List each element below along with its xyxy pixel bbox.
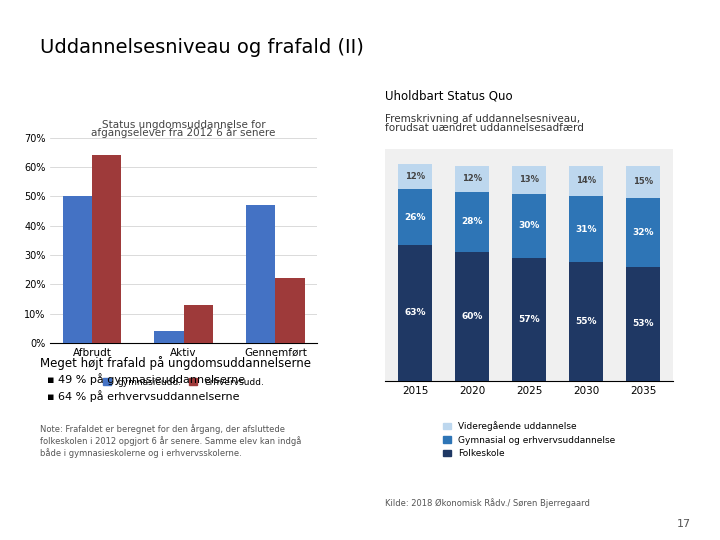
Bar	[455, 192, 490, 252]
Text: 28%: 28%	[462, 217, 483, 226]
Text: 13%: 13%	[519, 175, 539, 184]
Bar	[626, 198, 660, 267]
Text: Status ungdomsuddannelse for: Status ungdomsuddannelse for	[102, 119, 266, 130]
Bar	[569, 196, 603, 262]
Bar	[154, 331, 184, 343]
Legend: gymnasieudd., erhvervsudd.: gymnasieudd., erhvervsudd.	[99, 374, 268, 390]
Bar	[275, 279, 305, 343]
Text: folkeskolen i 2012 opgjort 6 år senere. Samme elev kan indgå: folkeskolen i 2012 opgjort 6 år senere. …	[40, 436, 301, 446]
Bar	[455, 252, 490, 381]
Text: Meget højt frafald på ungdomsuddannelserne: Meget højt frafald på ungdomsuddannelser…	[40, 356, 310, 370]
Text: Uholdbart Status Quo: Uholdbart Status Quo	[385, 90, 513, 103]
Text: 32%: 32%	[632, 228, 654, 237]
Text: afgangselever fra 2012 6 år senere: afgangselever fra 2012 6 år senere	[91, 126, 276, 138]
Text: 55%: 55%	[575, 317, 597, 326]
Text: 30%: 30%	[518, 221, 540, 231]
Text: Note: Frafaldet er beregnet for den årgang, der afsluttede: Note: Frafaldet er beregnet for den årga…	[40, 424, 284, 434]
Text: 26%: 26%	[405, 213, 426, 222]
Bar	[626, 267, 660, 381]
Text: både i gymnasieskolerne og i erhvervsskolerne.: både i gymnasieskolerne og i erhvervssko…	[40, 448, 241, 457]
Bar	[455, 166, 490, 192]
Text: 17: 17	[677, 519, 691, 529]
Text: ▪ 64 % på erhvervsuddannelserne: ▪ 64 % på erhvervsuddannelserne	[47, 390, 239, 402]
Text: 57%: 57%	[518, 315, 540, 324]
Text: Kilde: 2018 Økonomisk Rådv./ Søren Bjerregaard: Kilde: 2018 Økonomisk Rådv./ Søren Bjerr…	[385, 498, 590, 508]
Bar	[512, 258, 546, 381]
Bar	[512, 194, 546, 258]
Text: 60%: 60%	[462, 312, 483, 321]
Bar	[569, 262, 603, 381]
Text: Uddannelsesniveau og frafald (II): Uddannelsesniveau og frafald (II)	[40, 38, 364, 57]
Bar	[184, 305, 213, 343]
Text: 12%: 12%	[462, 174, 482, 183]
Text: 31%: 31%	[575, 225, 597, 234]
Text: 12%: 12%	[405, 172, 426, 181]
Text: 15%: 15%	[633, 177, 653, 186]
Text: 53%: 53%	[632, 319, 654, 328]
Bar	[569, 166, 603, 196]
Bar	[626, 166, 660, 198]
Text: ▪ 49 % på gymnasieuddannelserne: ▪ 49 % på gymnasieuddannelserne	[47, 373, 245, 384]
Text: 14%: 14%	[576, 176, 596, 185]
Legend: Videregående uddannelse, Gymnasial og erhvervsuddannelse, Folkeskole: Videregående uddannelse, Gymnasial og er…	[439, 418, 619, 462]
Bar	[92, 156, 121, 343]
Text: 63%: 63%	[405, 308, 426, 318]
Text: forudsat uændret uddannelsesadfærd: forudsat uændret uddannelsesadfærd	[385, 123, 584, 133]
Bar	[398, 164, 433, 190]
Bar	[63, 197, 92, 343]
Bar	[398, 190, 433, 245]
Text: Fremskrivning af uddannelsesniveau,: Fremskrivning af uddannelsesniveau,	[385, 114, 580, 124]
Bar	[246, 205, 275, 343]
Bar	[512, 166, 546, 194]
Bar	[398, 245, 433, 381]
